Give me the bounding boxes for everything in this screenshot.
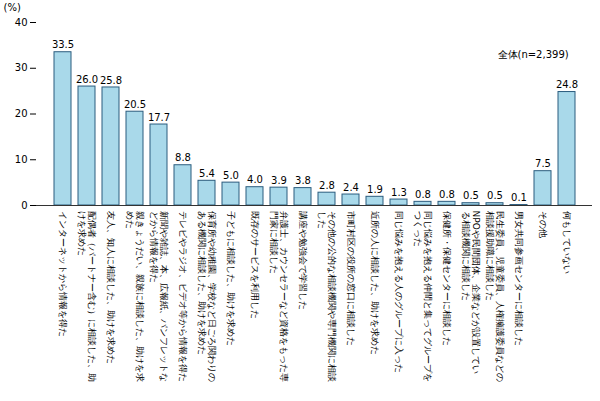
svg-text:配偶者（パートナー含む）に相談した、助けを求めた: 配偶者（パートナー含む）に相談した、助けを求めた xyxy=(77,211,97,382)
svg-text:20.5: 20.5 xyxy=(124,99,146,110)
svg-text:0: 0 xyxy=(21,200,27,211)
svg-text:子どもに相談した、助けを求めた: 子どもに相談した、助けを求めた xyxy=(226,211,236,346)
svg-text:その他: その他 xyxy=(538,211,548,238)
svg-text:5.0: 5.0 xyxy=(223,170,239,181)
svg-text:民生委員、児童委員、人権擁護委員などの相談援助職に相談した: 民生委員、児童委員、人権擁護委員などの相談援助職に相談した xyxy=(485,211,505,382)
svg-text:1.3: 1.3 xyxy=(391,187,407,198)
svg-text:近所の人に相談した、助けを求めた: 近所の人に相談した、助けを求めた xyxy=(370,211,380,355)
svg-text:インターネットから情報を得た: インターネットから情報を得た xyxy=(58,211,68,337)
svg-text:0.5: 0.5 xyxy=(463,190,479,201)
svg-text:2.8: 2.8 xyxy=(319,180,335,191)
svg-text:30: 30 xyxy=(15,62,28,73)
svg-text:講座や勉強会で学習した: 講座や勉強会で学習した xyxy=(298,211,308,310)
svg-text:市町村区の役所の窓口に相談した: 市町村区の役所の窓口に相談した xyxy=(346,211,356,346)
svg-text:男女共同参画センターに相談した: 男女共同参画センターに相談した xyxy=(514,211,524,346)
svg-text:全体(n=2,399): 全体(n=2,399) xyxy=(498,49,569,60)
svg-text:弁護士、カウンセラーなど資格をもった専門家に相談した: 弁護士、カウンセラーなど資格をもった専門家に相談した xyxy=(269,211,289,382)
svg-text:保育所や幼稚園、学校など日ごろ関わりのある機関に相談した、助: 保育所や幼稚園、学校など日ごろ関わりのある機関に相談した、助けを求めた xyxy=(197,211,217,382)
svg-text:同じ悩みを抱える人のグループに入った: 同じ悩みを抱える人のグループに入った xyxy=(394,211,404,373)
svg-text:10: 10 xyxy=(15,154,28,165)
svg-text:26.0: 26.0 xyxy=(76,74,98,85)
svg-text:5.4: 5.4 xyxy=(199,168,215,179)
svg-text:0.8: 0.8 xyxy=(439,189,455,200)
svg-text:24.8: 24.8 xyxy=(556,79,578,90)
svg-text:2.4: 2.4 xyxy=(343,182,359,193)
svg-text:7.5: 7.5 xyxy=(535,158,551,169)
svg-text:保健所・保健センターに相談した: 保健所・保健センターに相談した xyxy=(442,211,452,346)
svg-text:8.8: 8.8 xyxy=(175,152,191,163)
svg-text:(%): (%) xyxy=(4,2,21,13)
svg-text:17.7: 17.7 xyxy=(148,112,170,123)
svg-text:3.8: 3.8 xyxy=(295,175,311,186)
svg-text:0.8: 0.8 xyxy=(415,189,431,200)
svg-text:新聞や雑誌、本、広報紙、パンフレットなどから情報を得た: 新聞や雑誌、本、広報紙、パンフレットなどから情報を得た xyxy=(149,211,169,382)
svg-text:同じ悩みを抱える仲間と集ってグループをつくった: 同じ悩みを抱える仲間と集ってグループをつくった xyxy=(413,211,433,382)
svg-text:NPOや民間団体、企業などが設置している相談機関に相談した: NPOや民間団体、企業などが設置している相談機関に相談した xyxy=(461,211,481,374)
svg-text:4.0: 4.0 xyxy=(247,174,263,185)
svg-text:その他の公的な相談機関や専門機関に相談した: その他の公的な相談機関や専門機関に相談した xyxy=(317,211,337,382)
svg-text:25.8: 25.8 xyxy=(100,75,122,86)
svg-text:テレビやラジオ、ビデオ等から情報を得た: テレビやラジオ、ビデオ等から情報を得た xyxy=(178,211,188,382)
svg-text:既存のサービスを利用した: 既存のサービスを利用した xyxy=(250,211,260,319)
svg-text:1.9: 1.9 xyxy=(367,184,383,195)
svg-text:33.5: 33.5 xyxy=(52,39,74,50)
svg-text:何もしていない: 何もしていない xyxy=(562,211,572,274)
svg-text:0.5: 0.5 xyxy=(487,190,503,201)
svg-text:0.1: 0.1 xyxy=(511,192,527,203)
svg-text:40: 40 xyxy=(15,17,28,28)
svg-text:20: 20 xyxy=(15,108,28,119)
svg-text:3.9: 3.9 xyxy=(271,175,287,186)
svg-text:親きょうだい、親族に相談した、助けを求めた: 親きょうだい、親族に相談した、助けを求めた xyxy=(125,211,145,382)
svg-text:友人、知人に相談した、助けを求めた: 友人、知人に相談した、助けを求めた xyxy=(106,211,116,364)
